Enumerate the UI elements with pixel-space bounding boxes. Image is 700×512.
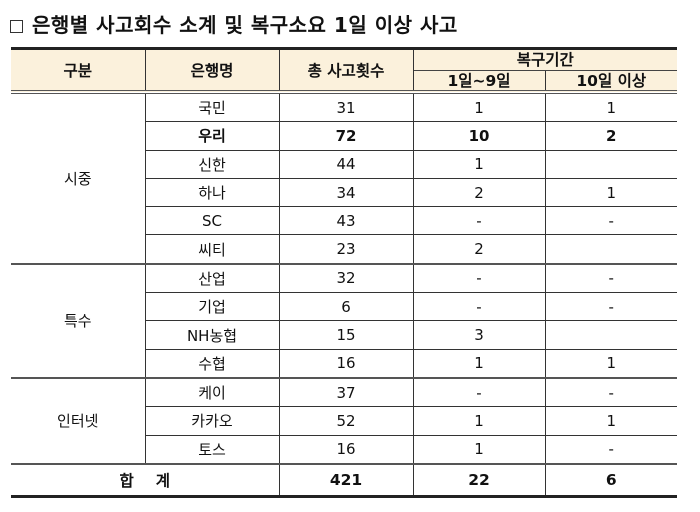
table-row: 시중 국민 31 1 1: [11, 92, 678, 265]
total-count: 32: [278, 263, 414, 294]
recovery-10-plus: 1: [544, 406, 678, 436]
bank-name: SC: [145, 206, 280, 236]
total-count: 34: [278, 178, 414, 208]
checkbox-square-icon: [10, 20, 23, 33]
bank-name: 기업: [145, 292, 280, 322]
recovery-1-9: 1: [412, 349, 546, 379]
recovery-10-plus: 1: [544, 92, 678, 123]
bank-name: 케이: [144, 377, 280, 408]
recovery-10-plus: [544, 234, 678, 265]
recovery-1-9: -: [412, 292, 546, 322]
recovery-1-9: 10: [412, 121, 546, 151]
grand-total: 421: [278, 463, 414, 498]
bank-incident-table: 구분 은행명 총 사고횟수 복구기간 1일~9일 10일 이상 시중 국민 31…: [11, 47, 678, 498]
recovery-1-9: 1: [412, 92, 546, 123]
recovery-10-plus: -: [544, 263, 678, 294]
total-count: 16: [278, 349, 414, 379]
header-total: 총 사고횟수: [278, 47, 414, 94]
bank-name: 국민: [144, 92, 280, 123]
table-row: 수협 16 1 1: [11, 349, 678, 379]
table-row: 특수 산업 32 - -: [11, 263, 678, 379]
total-count: 23: [278, 234, 414, 265]
table-row: 우리 72 10 2: [11, 121, 678, 151]
recovery-1-9: 1: [412, 435, 546, 465]
bank-name: 수협: [145, 349, 280, 379]
table-row: NH농협 15 3: [11, 320, 678, 350]
table-row: 인터넷 케이 37 - -: [11, 377, 678, 465]
recovery-1-9: 2: [412, 178, 546, 208]
total-count: 37: [278, 377, 414, 408]
bank-name: 토스: [145, 435, 280, 465]
table-body: 시중 국민 31 1 1 우리 72 10 2 신한 44 1 하나 34 2 …: [11, 92, 678, 465]
total-count: 31: [278, 92, 414, 123]
header-bank: 은행명: [144, 47, 280, 94]
recovery-10-plus: 1: [544, 178, 678, 208]
total-count: 16: [278, 435, 414, 465]
group-label: 인터넷: [11, 377, 146, 465]
recovery-10-plus: -: [544, 292, 678, 322]
table-row: 신한 44 1: [11, 150, 678, 179]
recovery-1-9: 2: [412, 234, 546, 265]
recovery-10-plus: 2: [544, 121, 678, 151]
table-footer: 합계 421 22 6: [11, 463, 678, 498]
table-row: 토스 16 1 -: [11, 435, 678, 465]
group-label: 특수: [11, 263, 146, 379]
table-row: 하나 34 2 1: [11, 178, 678, 208]
group-label: 시중: [11, 92, 146, 265]
total-row: 합계 421 22 6: [11, 463, 678, 498]
total-count: 52: [278, 406, 414, 436]
table-header: 구분 은행명 총 사고횟수 복구기간 1일~9일 10일 이상: [11, 47, 678, 94]
table-row: 카카오 52 1 1: [11, 406, 678, 436]
bank-name: 우리: [145, 121, 280, 151]
document-title: 은행별 사고회수 소계 및 복구소요 1일 이상 사고: [10, 9, 458, 38]
bank-name: NH농협: [145, 320, 280, 350]
recovery-1-9: 1: [412, 406, 546, 436]
bank-name: 카카오: [145, 406, 280, 436]
total-count: 6: [278, 292, 414, 322]
bank-name: 신한: [145, 150, 280, 179]
recovery-10-plus: [544, 320, 678, 350]
recovery-10-plus: 1: [544, 349, 678, 379]
header-recovery-10-plus: 10일 이상: [544, 70, 678, 94]
recovery-1-9: -: [412, 377, 546, 408]
recovery-10-plus: [544, 150, 678, 179]
total-count: 72: [278, 121, 414, 151]
table-row: 씨티 23 2: [11, 234, 678, 265]
total-label: 합계: [11, 463, 280, 498]
table-row: 기업 6 - -: [11, 292, 678, 322]
recovery-1-9: 3: [412, 320, 546, 350]
total-count: 15: [278, 320, 414, 350]
recovery-10-plus: -: [544, 435, 678, 465]
recovery-10-plus: -: [544, 377, 678, 408]
bank-name: 산업: [144, 263, 280, 294]
recovery-1-9: 1: [412, 150, 546, 179]
recovery-1-9: -: [412, 206, 546, 236]
recovery-10-plus: -: [544, 206, 678, 236]
bank-name: 하나: [145, 178, 280, 208]
title-text: 은행별 사고회수 소계 및 복구소요 1일 이상 사고: [32, 13, 458, 37]
recovery-1-9: -: [412, 263, 546, 294]
grand-total-1-9: 22: [412, 463, 546, 498]
header-category: 구분: [11, 47, 146, 94]
total-count: 43: [278, 206, 414, 236]
table-row: SC 43 - -: [11, 206, 678, 236]
bank-name: 씨티: [145, 234, 280, 265]
header-recovery-1-9: 1일~9일: [413, 70, 546, 94]
grand-total-10-plus: 6: [544, 463, 678, 498]
header-recovery-period: 복구기간: [412, 47, 678, 71]
total-count: 44: [278, 150, 414, 179]
